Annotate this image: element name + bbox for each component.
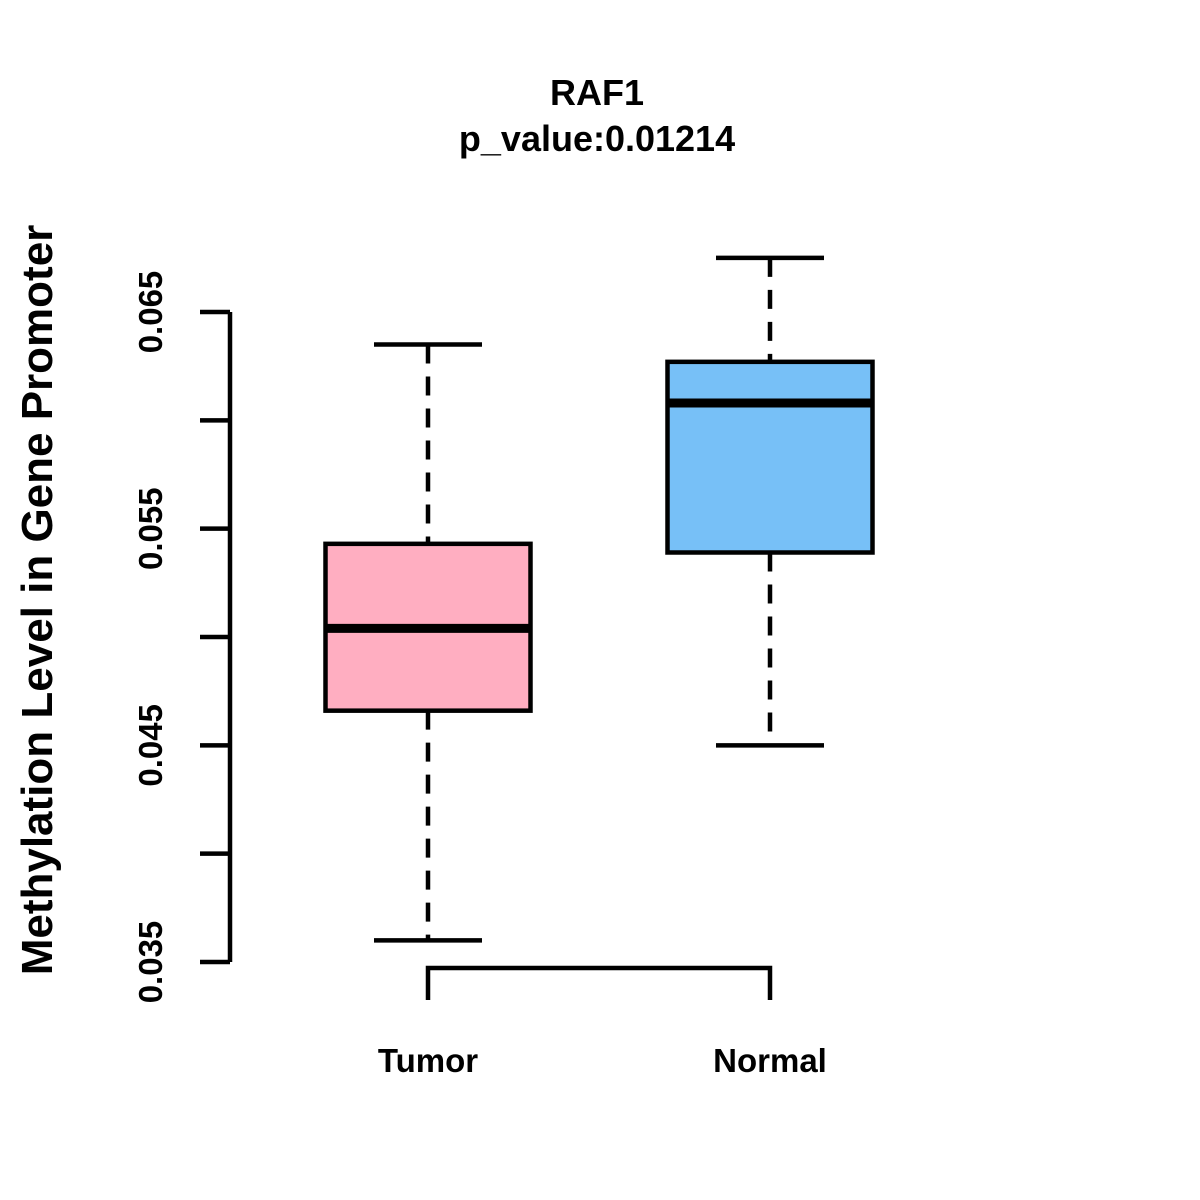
- chart-title: RAF1: [550, 72, 644, 113]
- y-tick-label: 0.035: [132, 921, 169, 1004]
- y-tick-label: 0.045: [132, 704, 169, 787]
- boxes: [323, 255, 875, 943]
- x-axis-bracket: [425, 965, 773, 1000]
- y-tick-label: 0.055: [132, 487, 169, 570]
- y-axis: 0.035 0.045 0.055 0.065: [132, 271, 233, 1004]
- y-tick-label: 0.065: [132, 271, 169, 354]
- y-axis-label: Methylation Level in Gene Promoter: [13, 225, 62, 976]
- box-group-normal: [665, 255, 875, 748]
- chart-subtitle-pvalue: p_value:0.01214: [459, 118, 735, 159]
- category-label-tumor: Tumor: [378, 1042, 478, 1079]
- category-label-normal: Normal: [713, 1042, 827, 1079]
- iqr-box: [665, 359, 875, 555]
- x-axis: Tumor Normal: [378, 965, 827, 1079]
- box-group-tumor: [323, 342, 533, 943]
